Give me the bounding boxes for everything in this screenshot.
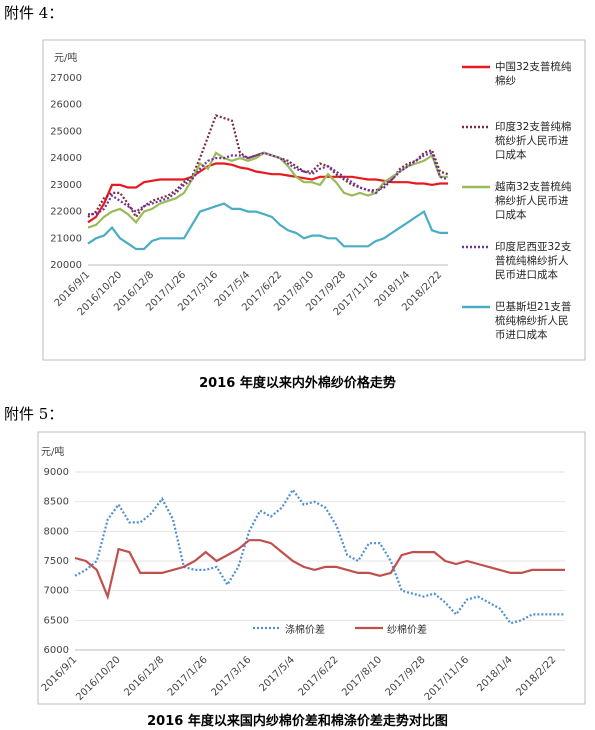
y-tick-label: 6500 (44, 615, 69, 626)
data-line (74, 487, 565, 625)
chart-title: 2016 年度以来国内纱棉价差和棉涤价差走势对比图 (147, 714, 448, 729)
y-tick-label: 27000 (50, 73, 82, 84)
chart-frame (42, 39, 586, 361)
y-tick-label: 23000 (50, 180, 82, 191)
y-tick-label: 26000 (50, 100, 82, 111)
x-tick-label: 2018/2/22 (514, 654, 558, 698)
legend-label: 印度32支普纯棉梳纱折人民币进口成本 (495, 121, 572, 161)
data-line (87, 114, 449, 219)
x-tick-label: 2016/9/1 (40, 654, 80, 694)
x-tick-label: 2017/9/28 (384, 654, 428, 698)
y-tick-label: 7500 (44, 556, 69, 567)
y-tick-label: 25000 (50, 126, 82, 137)
legend-label: 印度尼西亚32支普梳纯棉纱折人民币进口成本 (495, 241, 572, 281)
data-line (87, 151, 448, 229)
y-tick-label: 7000 (44, 586, 69, 597)
chart-frame (37, 431, 586, 705)
y-tick-label: 21000 (50, 233, 82, 244)
data-line (87, 202, 448, 251)
annex-label: 附件 5： (4, 405, 64, 423)
x-tick-label: 2017/3/16 (209, 654, 253, 698)
y-axis-label: 元/吨 (41, 445, 64, 458)
legend-label: 巴基斯坦21支普梳纯棉纱折人民币进口成本 (495, 301, 572, 341)
y-tick-label: 22000 (50, 207, 82, 218)
legend-label: 涤棉价差 (285, 625, 325, 636)
y-tick-label: 20000 (50, 260, 82, 271)
data-line (74, 539, 565, 601)
x-tick-label: 2017/11/16 (423, 654, 472, 703)
y-tick-label: 6000 (44, 645, 69, 656)
x-tick-label: 2017/5/4 (257, 654, 297, 694)
x-tick-label: 2018/1/4 (475, 654, 515, 694)
y-axis-label: 元/吨 (54, 51, 77, 64)
x-tick-label: 2017/6/22 (297, 654, 341, 698)
legend-label: 越南32支普梳纯棉纱折人民币进口成本 (495, 181, 572, 221)
y-tick-label: 8500 (44, 497, 69, 508)
x-tick-label: 2017/8/10 (340, 654, 384, 698)
chart-title: 2016 年度以来内外棉纱价格走势 (199, 376, 396, 391)
x-tick-label: 2017/1/26 (166, 654, 210, 698)
x-tick-label: 2016/10/20 (74, 654, 123, 703)
y-tick-label: 9000 (44, 467, 69, 478)
legend-label: 中国32支普梳纯棉纱 (495, 61, 572, 87)
annex-label: 附件 4： (4, 4, 64, 22)
data-line (88, 151, 449, 216)
legend-label: 纱棉价差 (387, 625, 427, 636)
y-tick-label: 8000 (44, 526, 69, 537)
y-tick-label: 24000 (50, 153, 82, 164)
x-tick-label: 2016/12/8 (122, 654, 166, 698)
